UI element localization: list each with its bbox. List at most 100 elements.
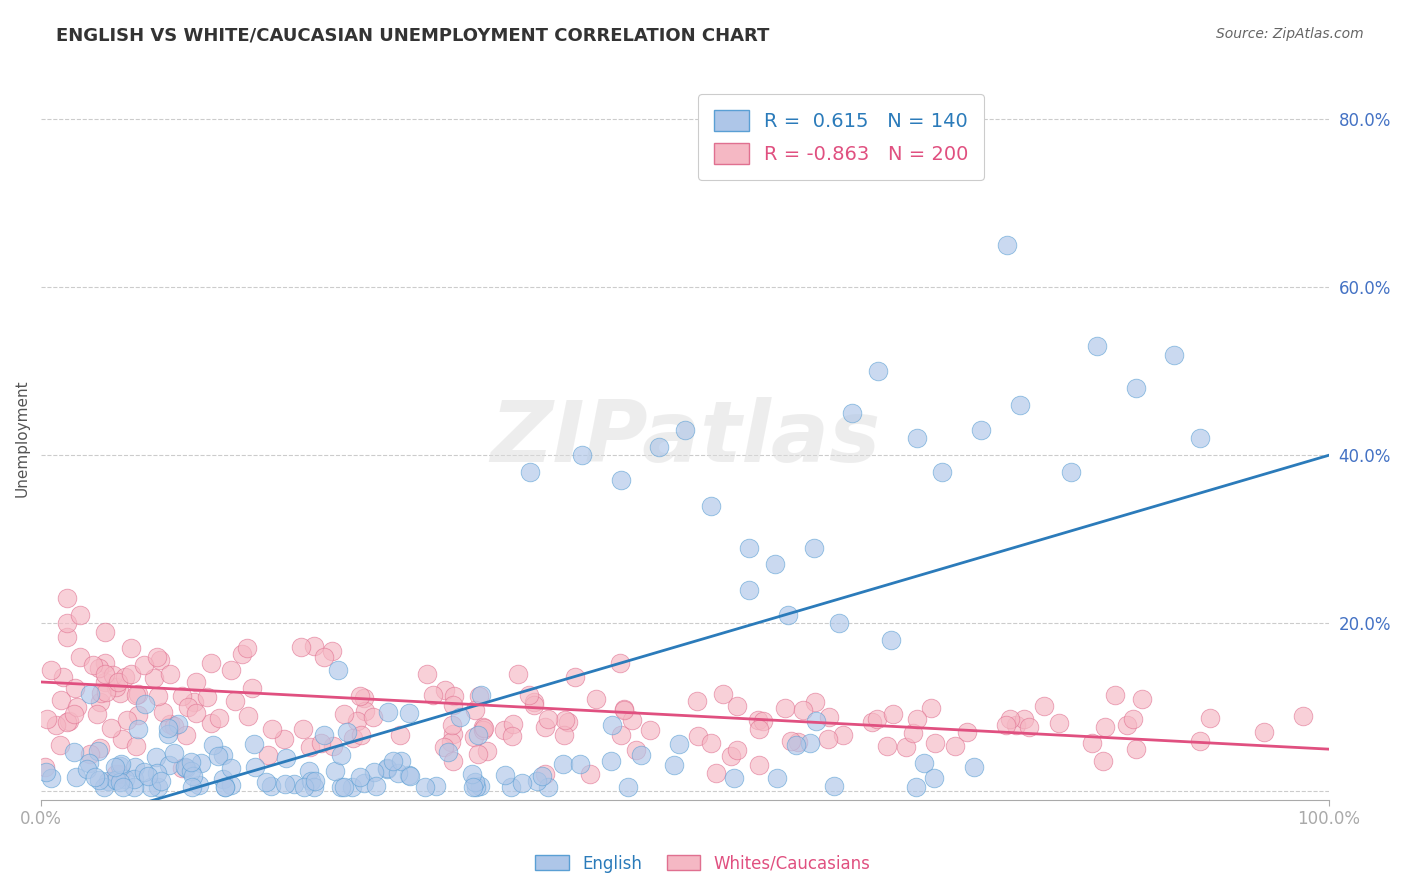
Point bbox=[441, 755, 464, 769]
Point bbox=[472, 720, 495, 734]
Point bbox=[108, 775, 131, 789]
Point bbox=[470, 689, 492, 703]
Point bbox=[207, 748, 229, 763]
Point bbox=[181, 769, 204, 783]
Point bbox=[433, 739, 456, 754]
Point bbox=[571, 448, 593, 462]
Point bbox=[662, 757, 685, 772]
Point bbox=[231, 647, 253, 661]
Point bbox=[63, 745, 86, 759]
Point bbox=[841, 406, 863, 420]
Point bbox=[723, 771, 745, 785]
Point bbox=[108, 759, 131, 773]
Point bbox=[242, 681, 264, 696]
Point bbox=[557, 715, 579, 730]
Point bbox=[143, 672, 166, 686]
Point bbox=[648, 440, 671, 454]
Point bbox=[172, 761, 194, 775]
Point bbox=[181, 780, 204, 794]
Point bbox=[1012, 712, 1035, 726]
Point bbox=[523, 695, 546, 709]
Point bbox=[621, 713, 644, 727]
Point bbox=[564, 670, 586, 684]
Point bbox=[340, 780, 363, 794]
Point bbox=[260, 722, 283, 736]
Point bbox=[56, 591, 79, 605]
Point bbox=[1199, 711, 1222, 725]
Point bbox=[314, 649, 336, 664]
Point bbox=[329, 780, 352, 794]
Point bbox=[148, 780, 170, 794]
Point bbox=[579, 767, 602, 781]
Point bbox=[49, 692, 72, 706]
Point bbox=[748, 758, 770, 772]
Point bbox=[94, 624, 117, 639]
Point bbox=[1094, 721, 1116, 735]
Point bbox=[221, 778, 243, 792]
Point bbox=[86, 706, 108, 721]
Point bbox=[748, 722, 770, 736]
Point bbox=[905, 432, 928, 446]
Point bbox=[127, 687, 149, 701]
Point bbox=[817, 732, 839, 747]
Point bbox=[105, 772, 128, 787]
Point bbox=[104, 680, 127, 694]
Point bbox=[163, 719, 186, 733]
Point bbox=[1104, 689, 1126, 703]
Point bbox=[894, 740, 917, 755]
Point bbox=[1116, 717, 1139, 731]
Point bbox=[214, 780, 236, 794]
Point bbox=[89, 740, 111, 755]
Point bbox=[349, 689, 371, 703]
Point bbox=[443, 689, 465, 703]
Point bbox=[63, 681, 86, 695]
Point bbox=[704, 766, 727, 780]
Point bbox=[1005, 718, 1028, 732]
Point bbox=[336, 725, 359, 739]
Point bbox=[110, 756, 132, 771]
Point bbox=[537, 712, 560, 726]
Point bbox=[970, 423, 993, 437]
Point bbox=[146, 649, 169, 664]
Point bbox=[626, 743, 648, 757]
Point bbox=[76, 762, 98, 776]
Point bbox=[413, 780, 436, 794]
Point bbox=[298, 764, 321, 778]
Point bbox=[553, 757, 575, 772]
Point bbox=[439, 735, 461, 749]
Point bbox=[212, 747, 235, 762]
Point bbox=[39, 772, 62, 786]
Point bbox=[472, 721, 495, 735]
Point bbox=[1253, 725, 1275, 739]
Point bbox=[956, 724, 979, 739]
Point bbox=[273, 732, 295, 747]
Point bbox=[238, 709, 260, 723]
Point bbox=[725, 743, 748, 757]
Point bbox=[207, 711, 229, 725]
Point bbox=[882, 706, 904, 721]
Point bbox=[330, 747, 353, 762]
Point bbox=[375, 761, 398, 775]
Point bbox=[494, 768, 516, 782]
Point bbox=[617, 780, 640, 794]
Point bbox=[534, 767, 557, 781]
Point bbox=[149, 774, 172, 789]
Point bbox=[107, 675, 129, 690]
Point bbox=[467, 728, 489, 742]
Point bbox=[1047, 715, 1070, 730]
Point bbox=[472, 723, 495, 738]
Point bbox=[87, 772, 110, 787]
Point bbox=[34, 760, 56, 774]
Point bbox=[139, 780, 162, 794]
Point bbox=[152, 705, 174, 719]
Point bbox=[398, 768, 420, 782]
Point bbox=[219, 663, 242, 677]
Point bbox=[1125, 742, 1147, 756]
Point bbox=[200, 716, 222, 731]
Point bbox=[1122, 712, 1144, 726]
Point bbox=[1125, 381, 1147, 395]
Point bbox=[780, 734, 803, 748]
Point bbox=[103, 668, 125, 682]
Point bbox=[1033, 698, 1056, 713]
Point bbox=[298, 739, 321, 754]
